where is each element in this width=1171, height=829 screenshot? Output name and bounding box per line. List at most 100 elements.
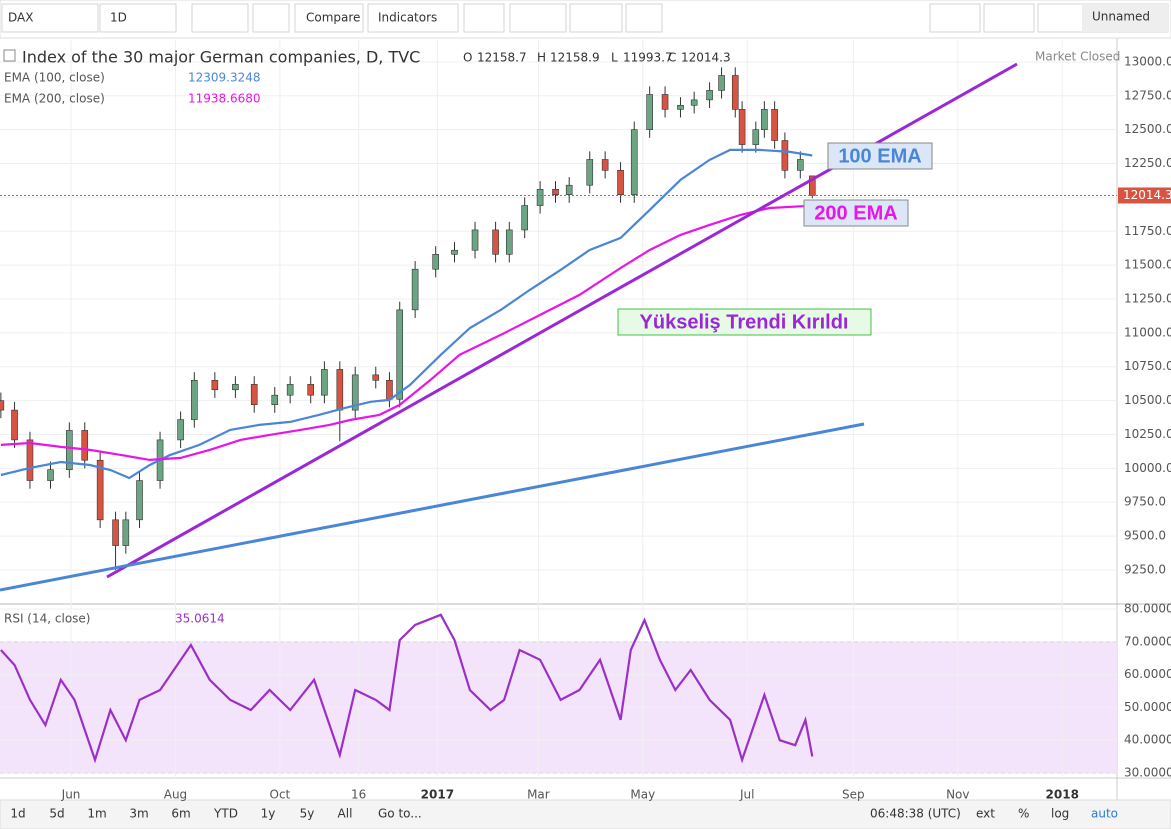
layout-button[interactable]: [929, 3, 981, 33]
y-tick-label: 12250.0: [1124, 156, 1171, 170]
range-button[interactable]: 1m: [87, 807, 106, 821]
y-tick-label: 9750.0: [1124, 495, 1166, 509]
collapse-icon[interactable]: [3, 49, 16, 62]
y-tick-label: 11250.0: [1124, 292, 1171, 306]
x-tick-label: 2017: [421, 788, 454, 802]
range-button[interactable]: 1d: [10, 807, 25, 821]
y-tick-label: 30.0000: [1124, 766, 1171, 780]
candle-body: [351, 374, 359, 411]
x-tick-label: Nov: [946, 788, 969, 802]
percent-toggle[interactable]: %: [1018, 807, 1029, 821]
candle-body: [731, 75, 739, 110]
candle-body: [521, 205, 528, 231]
candle-body: [646, 94, 653, 130]
candle-body: [552, 188, 559, 196]
line-series: [0, 148, 813, 480]
settings-button[interactable]: [252, 3, 290, 33]
compare: Compare: [306, 11, 360, 25]
candle-body: [771, 109, 778, 141]
candle-body: [372, 374, 380, 381]
legend-label: EMA (100, close): [4, 71, 105, 85]
ext-toggle[interactable]: ext: [976, 807, 995, 821]
plot: [0, 67, 1117, 764]
layout-name-box[interactable]: [1082, 4, 1168, 32]
load-button[interactable]: [983, 3, 1035, 33]
y-tick-label: 10000.0: [1124, 461, 1171, 475]
range-button[interactable]: All: [338, 807, 353, 821]
ohlc-letter: H: [537, 51, 546, 65]
chart-style-button[interactable]: [191, 3, 249, 33]
range-button[interactable]: 1y: [261, 807, 276, 821]
alert-button[interactable]: [463, 3, 505, 33]
chart-title: Index of the 30 major German companies, …: [22, 48, 420, 67]
candle-body: [81, 430, 89, 461]
y-tick-label: 11000.0: [1124, 325, 1171, 339]
range-button[interactable]: YTD: [213, 807, 238, 821]
y-tick-label: 80.0000: [1124, 601, 1171, 615]
x-tick-label: Oct: [270, 788, 291, 802]
range-buttons: 1d 5d 1m 3m 6m YTD 1y 5y All: [10, 807, 352, 821]
candle-body: [396, 309, 404, 400]
ohlc-value: 12014.3: [681, 51, 731, 65]
candle-body: [617, 170, 624, 196]
y-tick-label: 10750.0: [1124, 359, 1171, 373]
candle-body: [47, 469, 54, 481]
y-tick-label: 9500.0: [1124, 529, 1166, 543]
goto[interactable]: Go to...: [378, 807, 422, 821]
legend-label: EMA (200, close): [4, 92, 105, 106]
y-tick-label: 13000.0: [1124, 54, 1171, 68]
ideas-button[interactable]: [509, 3, 567, 33]
candle-body: [211, 379, 219, 391]
candle-body: [96, 459, 104, 521]
grid: [0, 40, 1117, 778]
candle-body: [586, 159, 594, 186]
candle-body: [232, 384, 239, 391]
candle-body: [706, 90, 713, 101]
candle-body: [752, 129, 760, 145]
auto-toggle[interactable]: auto: [1091, 807, 1118, 821]
bottom-bar: [0, 799, 1171, 829]
range-button[interactable]: 5y: [300, 807, 315, 821]
candle-body: [738, 109, 746, 145]
candle-body: [250, 384, 258, 405]
range-button[interactable]: 6m: [171, 807, 190, 821]
undo-redo[interactable]: [569, 3, 623, 33]
compare-button[interactable]: [294, 3, 364, 33]
annotation: Yükseliş Trendi Kırıldı: [640, 311, 849, 333]
candle-body: [601, 159, 609, 171]
y-tick-label: 12750.0: [1124, 88, 1171, 102]
candle-body: [432, 254, 439, 270]
candle-body: [505, 229, 513, 255]
fullscreen-button[interactable]: [625, 3, 663, 33]
annotation-box: [617, 308, 872, 336]
candle-body: [190, 379, 198, 420]
range-button[interactable]: 5d: [49, 807, 64, 821]
candle-body: [307, 384, 315, 396]
line-series: [0, 613, 814, 764]
candle-body: [336, 369, 344, 411]
candle-body: [411, 268, 419, 311]
candle-body: [26, 439, 34, 481]
log-toggle[interactable]: log: [1051, 807, 1069, 821]
y-tick-label: 40.0000: [1124, 733, 1171, 747]
interval-box[interactable]: [99, 3, 177, 33]
y-tick-label: 10500.0: [1124, 393, 1171, 407]
y-tick-label: 11500.0: [1124, 258, 1171, 272]
candle-body: [471, 229, 479, 251]
symbol-box[interactable]: [1, 3, 99, 33]
candle-body: [122, 519, 130, 546]
last-price-label: 12014.3: [1123, 188, 1171, 202]
annotation-box: [803, 199, 909, 227]
candle-body: [630, 129, 638, 196]
candle-body: [321, 369, 328, 396]
range-button[interactable]: 3m: [129, 807, 148, 821]
candle-body: [536, 188, 544, 206]
x-tick-label: Jun: [61, 788, 81, 802]
candle-body: [661, 94, 669, 110]
indicators-button[interactable]: [367, 3, 459, 33]
y-tick-label: 12500.0: [1124, 122, 1171, 136]
candle-body: [136, 480, 143, 521]
candle-body: [690, 99, 698, 106]
layout-name: Unnamed: [1092, 10, 1150, 24]
ohlc-value: 12158.7: [477, 51, 527, 65]
